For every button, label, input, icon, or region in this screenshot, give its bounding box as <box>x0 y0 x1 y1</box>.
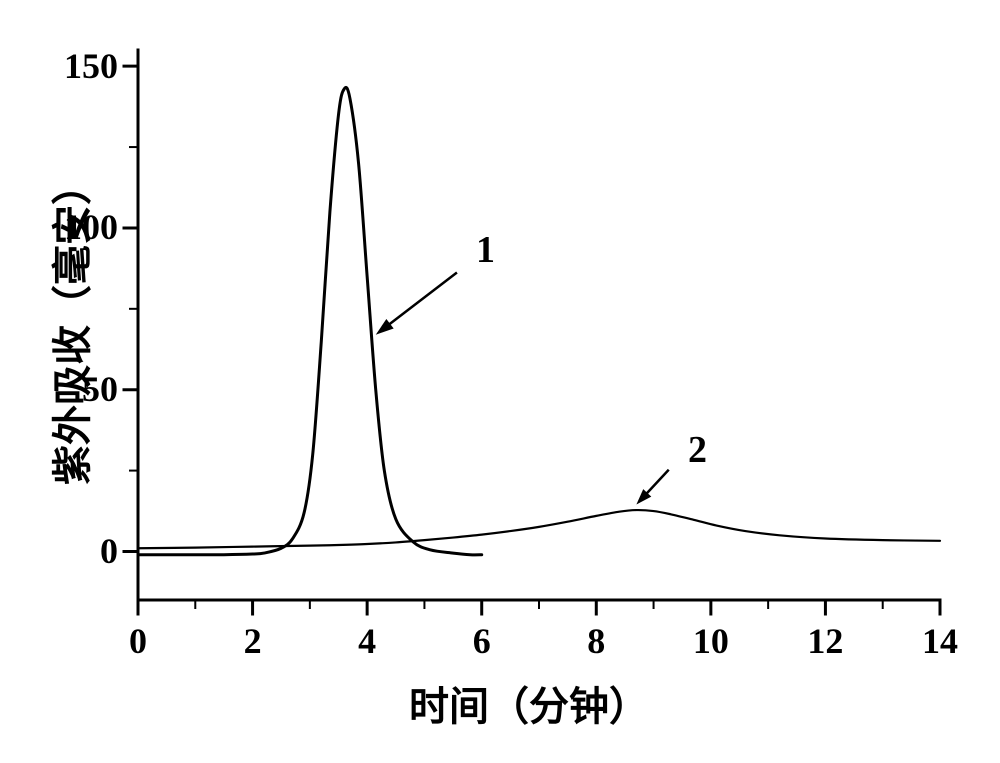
y-tick-label: 50 <box>28 368 118 410</box>
x-tick-label: 0 <box>98 620 178 662</box>
curve-2 <box>138 510 940 548</box>
annotation-arrow-label-1 <box>390 273 456 324</box>
x-tick-label: 6 <box>442 620 522 662</box>
x-tick-label: 10 <box>671 620 751 662</box>
y-tick-label: 150 <box>28 45 118 87</box>
x-tick-label: 4 <box>327 620 407 662</box>
y-tick-label: 100 <box>28 206 118 248</box>
annotation-label-2: 2 <box>688 428 707 472</box>
x-tick-label: 8 <box>556 620 636 662</box>
x-tick-label: 14 <box>900 620 980 662</box>
y-tick-label: 0 <box>28 530 118 572</box>
x-tick-label: 12 <box>785 620 865 662</box>
x-axis-label: 时间（分钟） <box>409 674 649 732</box>
curve-1 <box>138 87 482 554</box>
annotation-arrow-label-2 <box>647 471 668 493</box>
page-root: { "chart": { "type": "line", "background… <box>0 0 1000 763</box>
annotation-arrowhead-label-1 <box>376 319 394 335</box>
annotation-label-1: 1 <box>476 228 495 272</box>
x-tick-label: 2 <box>213 620 293 662</box>
